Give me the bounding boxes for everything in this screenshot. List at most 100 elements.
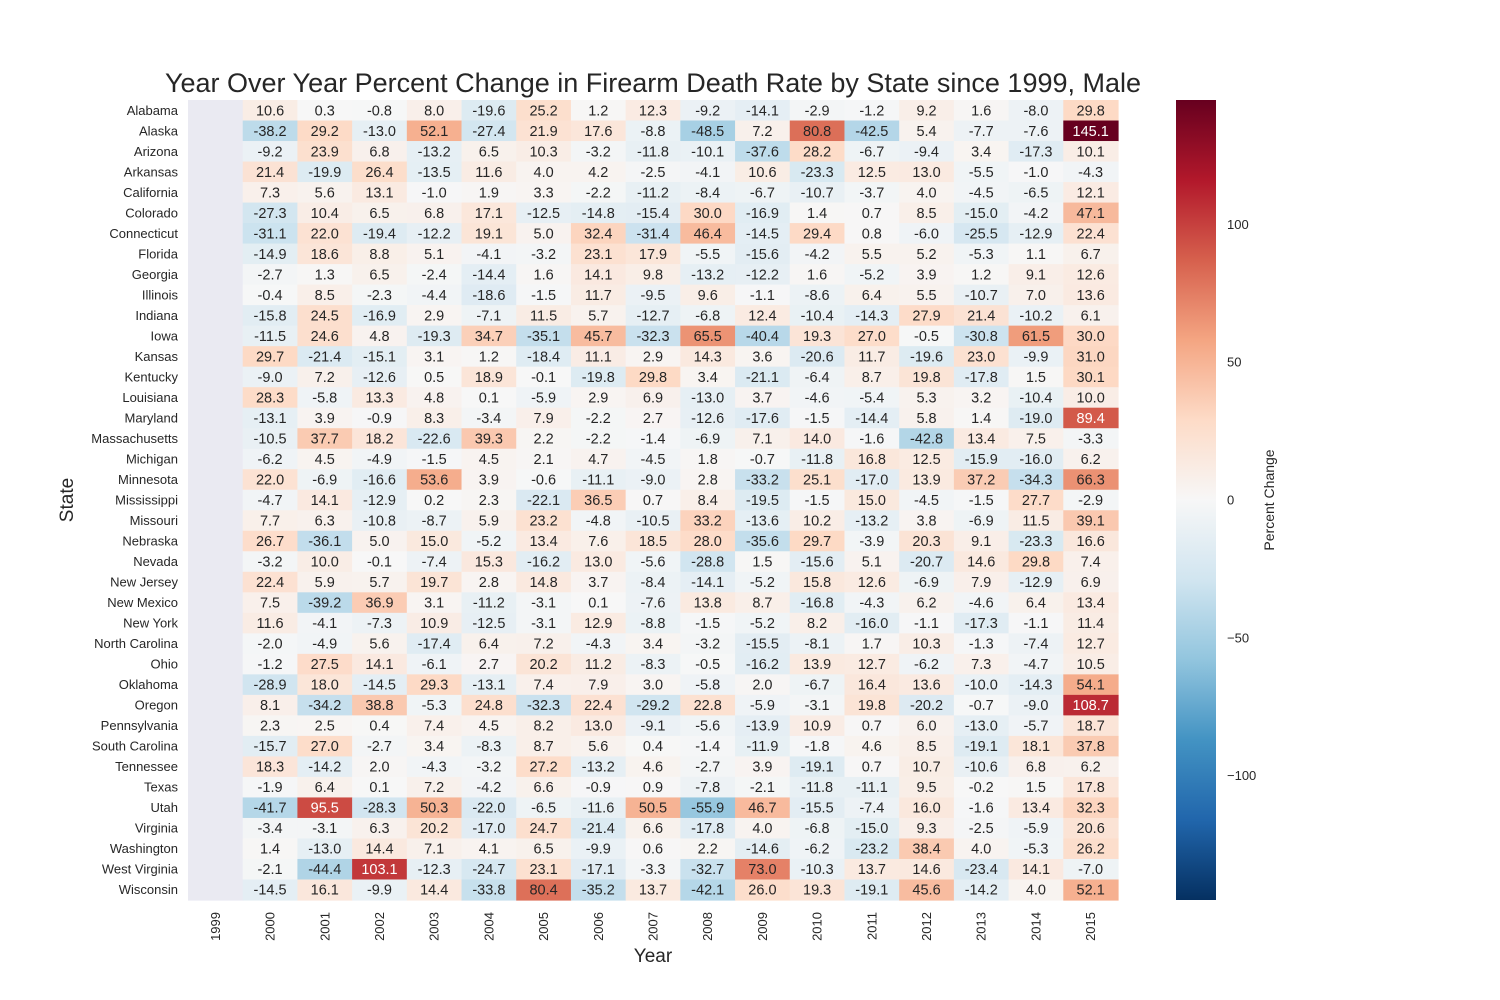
state-label: Alaska: [139, 123, 179, 138]
cell-value: 65.5: [694, 329, 722, 345]
heatmap-cell: [516, 551, 572, 573]
heatmap-cell: [242, 223, 299, 245]
state-label: Kentucky: [125, 369, 179, 384]
heatmap-cell: [789, 407, 846, 429]
cell-value: 7.2: [534, 637, 554, 653]
heatmap-cell: [789, 202, 846, 224]
cell-value: -0.8: [367, 103, 392, 119]
cell-value: 24.5: [311, 308, 339, 324]
cell-value: 15.8: [803, 575, 831, 591]
cell-value: 29.8: [1077, 103, 1105, 119]
cell-value: -11.9: [746, 739, 778, 755]
cell-value: 23.9: [311, 144, 339, 160]
cell-value: -5.2: [750, 575, 775, 591]
cell-value: 6.5: [369, 267, 389, 283]
state-label: Ohio: [151, 657, 178, 672]
cell-value: -10.7: [965, 288, 998, 304]
cell-value: -13.2: [418, 144, 451, 160]
cell-value: 8.0: [424, 103, 444, 119]
cell-value: 21.4: [967, 308, 995, 324]
heatmap-cell: [570, 653, 627, 675]
cell-value: 28.3: [256, 390, 284, 406]
cell-value: 7.3: [971, 657, 991, 673]
heatmap-cell: [406, 161, 463, 183]
heatmap-cell: [352, 202, 408, 224]
heatmap-cell: [1008, 653, 1064, 675]
cell-value: 0.3: [315, 103, 335, 119]
heatmap-cell: [242, 571, 299, 593]
heatmap-cell: [789, 551, 846, 573]
heatmap-cell: [242, 305, 299, 327]
heatmap-cell: [461, 715, 517, 737]
cell-value: -2.1: [750, 780, 775, 796]
heatmap-cell: [461, 202, 517, 224]
cell-value: 3.9: [752, 760, 772, 776]
heatmap-cell: [953, 469, 1010, 491]
heatmap-cell: [844, 407, 900, 429]
heatmap-cell: [1063, 797, 1119, 819]
heatmap-cell: [680, 551, 736, 573]
heatmap-cell: [735, 551, 791, 573]
cell-value: -4.1: [312, 616, 337, 632]
state-label: Alabama: [127, 103, 179, 118]
cell-value: -3.3: [641, 862, 666, 878]
heatmap-cell: [625, 571, 681, 593]
heatmap-cell: [297, 448, 353, 470]
cell-value: 29.3: [420, 678, 448, 694]
cell-value: -23.3: [801, 165, 834, 181]
cell-value: -34.3: [1019, 472, 1052, 488]
state-label: Virginia: [135, 821, 179, 836]
cell-value: -15.0: [855, 821, 888, 837]
cell-value: -2.4: [422, 267, 447, 283]
cell-value: 16.1: [311, 883, 339, 899]
heatmap-cell: [516, 100, 572, 122]
heatmap-cell: [899, 510, 955, 532]
heatmap-cell: [953, 100, 1010, 122]
heatmap-cell: [516, 305, 572, 327]
cell-value: -9.9: [586, 842, 611, 858]
heatmap-cell: [570, 387, 627, 409]
cell-value: 12.7: [858, 657, 886, 673]
heatmap-cell: [188, 100, 244, 122]
heatmap-cell: [625, 141, 681, 163]
cell-value: -20.6: [801, 349, 834, 365]
heatmap-cell: [789, 694, 846, 716]
heatmap-cell: [789, 817, 846, 840]
cell-value: -4.2: [805, 247, 830, 263]
heatmap-cell: [1008, 858, 1064, 881]
cell-value: 6.4: [315, 780, 335, 796]
cell-value: -15.6: [801, 555, 834, 571]
heatmap-cell: [297, 161, 353, 183]
heatmap-cell: [844, 100, 900, 122]
cell-value: 2.8: [698, 472, 718, 488]
heatmap-cell: [570, 366, 627, 388]
heatmap-cell: [680, 346, 736, 368]
cell-value: -13.6: [746, 514, 779, 530]
heatmap-cell: [789, 346, 846, 368]
heatmap-cell: [516, 141, 572, 163]
cell-value: 7.2: [752, 124, 772, 140]
cell-value: 89.4: [1077, 411, 1105, 427]
cell-value: 6.2: [1081, 452, 1101, 468]
heatmap-cell: [1063, 100, 1119, 122]
cell-value: 2.0: [369, 760, 389, 776]
heatmap-cell: [625, 264, 681, 286]
heatmap-cell: [406, 530, 463, 552]
year-label: 2005: [536, 912, 551, 941]
heatmap-cell: [352, 284, 408, 306]
heatmap-cell: [516, 428, 572, 450]
heatmap-cell: [625, 243, 681, 265]
heatmap-cell: [1063, 633, 1119, 655]
cell-value: -2.2: [586, 431, 611, 447]
cell-value: 4.5: [479, 719, 499, 735]
heatmap-cell: [789, 305, 846, 327]
cell-value: -5.2: [476, 534, 501, 550]
cell-value: 38.8: [365, 698, 393, 714]
heatmap-cell: [1063, 776, 1119, 799]
heatmap-cell: [1063, 571, 1119, 593]
cell-value: -8.4: [695, 185, 720, 201]
heatmap-cell: [188, 674, 244, 696]
cell-value: 11.2: [585, 657, 612, 673]
heatmap-cell: [1063, 510, 1119, 532]
